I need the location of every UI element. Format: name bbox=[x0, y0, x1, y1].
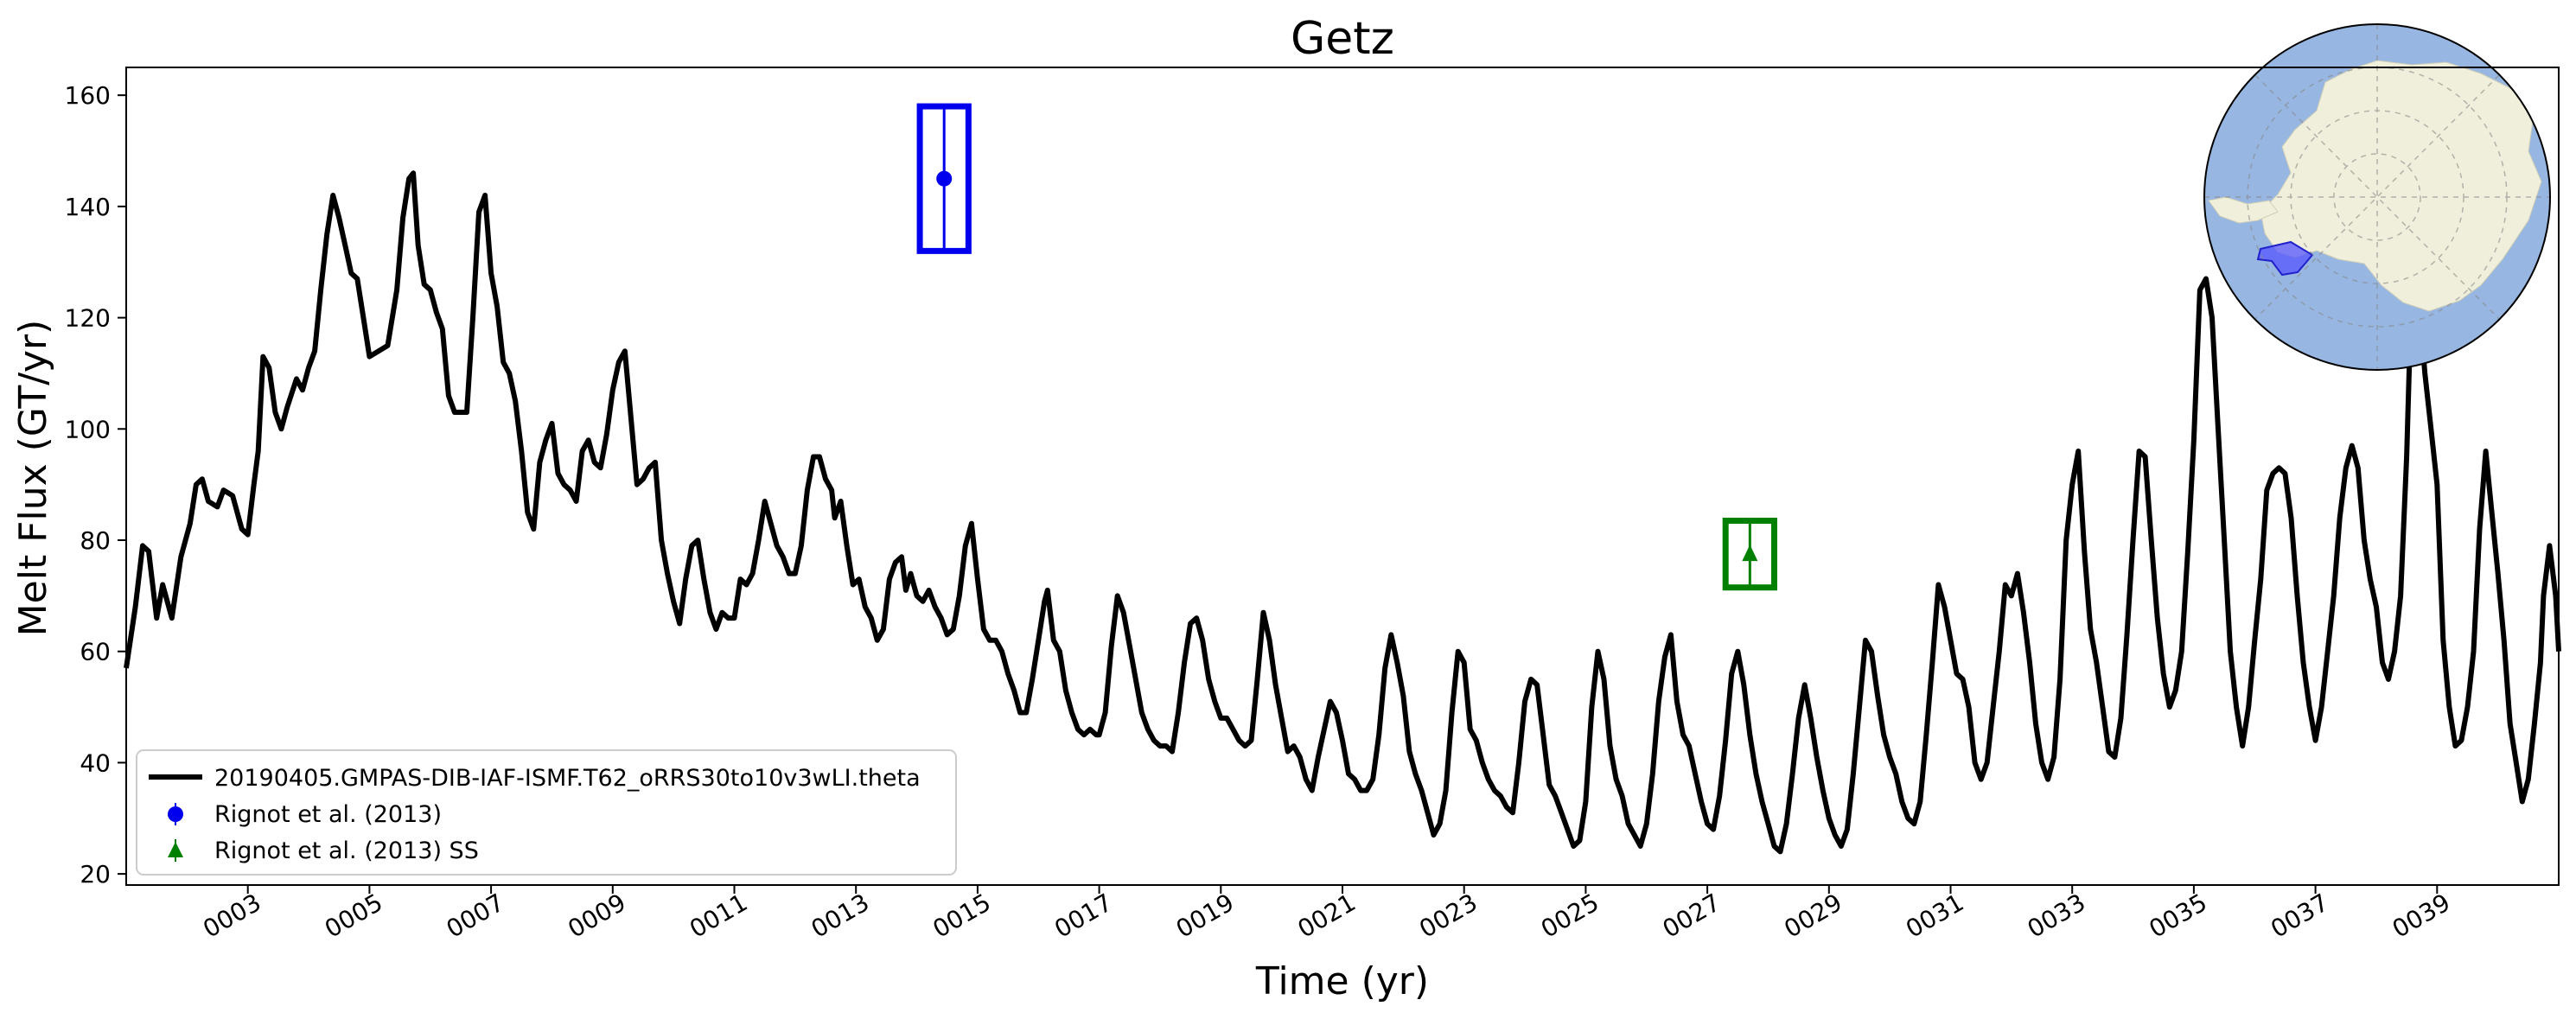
legend-entry-rignot-ss: Rignot et al. (2013) SS bbox=[214, 837, 479, 864]
inset-graticule bbox=[2204, 24, 2550, 370]
y-tick-label-4: 100 bbox=[65, 415, 111, 443]
y-tick-label-2: 60 bbox=[80, 638, 111, 666]
legend-entry-model: 20190405.GMPAS-DIB-IAF-ISMF.T62_oRRS30to… bbox=[214, 765, 921, 792]
y-tick-label-1: 40 bbox=[80, 748, 111, 777]
inset-getz-region bbox=[2256, 240, 2314, 277]
inset-border bbox=[2203, 23, 2551, 371]
inset-land-group bbox=[2204, 24, 2550, 370]
y-tick-label-7: 160 bbox=[65, 81, 111, 110]
x-axis-label: Time (yr) bbox=[1255, 959, 1429, 1003]
legend-box bbox=[136, 749, 957, 876]
y-tick-label-0: 20 bbox=[80, 860, 111, 888]
observation-marker-0 bbox=[936, 170, 953, 187]
inset-map bbox=[2203, 23, 2551, 371]
chart-title: Getz bbox=[1291, 13, 1394, 65]
legend-obs1-marker bbox=[168, 806, 183, 822]
plot-frame bbox=[125, 67, 2560, 886]
inset-peninsula bbox=[2208, 196, 2279, 224]
legend-entry-rignot: Rignot et al. (2013) bbox=[214, 801, 442, 828]
plot-area bbox=[124, 103, 2561, 855]
observation-marker-1 bbox=[1742, 545, 1758, 562]
legend: 20190405.GMPAS-DIB-IAF-ISMF.T62_oRRS30to… bbox=[136, 749, 957, 876]
y-tick-label-6: 140 bbox=[65, 193, 111, 221]
y-tick-label-3: 80 bbox=[80, 526, 111, 555]
series-line-0 bbox=[124, 170, 2561, 855]
y-axis-label: Melt Flux (GT/yr) bbox=[11, 320, 55, 637]
y-tick-label-5: 120 bbox=[65, 304, 111, 333]
legend-obs2-marker bbox=[168, 842, 183, 857]
